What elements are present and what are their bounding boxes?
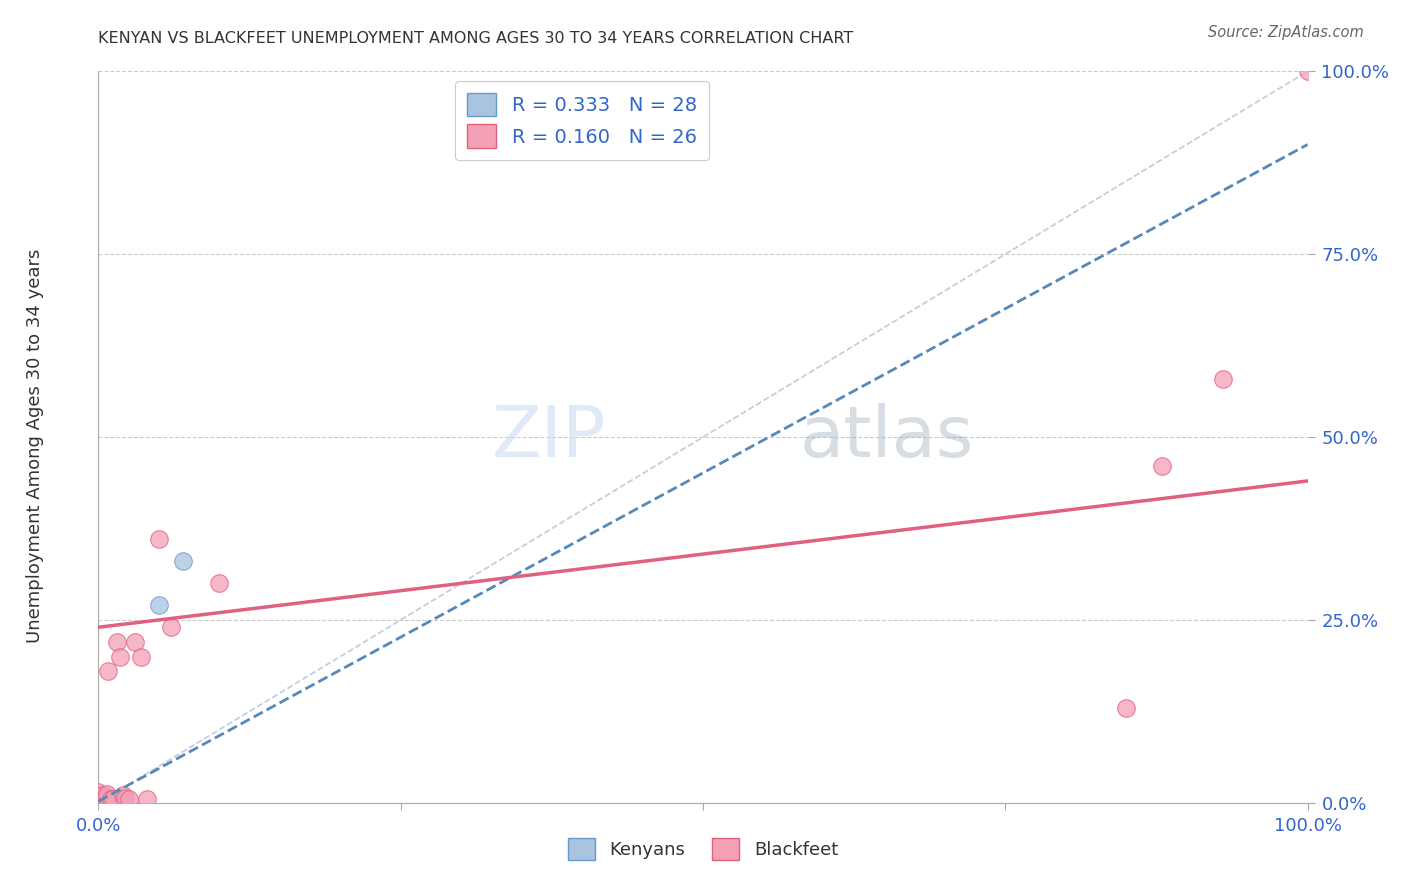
Point <box>87 796 110 810</box>
Point <box>91 796 114 810</box>
Point <box>93 794 115 808</box>
Point <box>91 794 114 808</box>
Point <box>108 649 131 664</box>
Text: atlas: atlas <box>800 402 974 472</box>
Point <box>124 635 146 649</box>
Point <box>100 792 122 806</box>
Point <box>101 792 124 806</box>
Point <box>111 794 134 808</box>
Point <box>96 787 118 801</box>
Point <box>114 790 136 805</box>
Point <box>108 792 131 806</box>
Point <box>87 794 110 808</box>
Text: Source: ZipAtlas.com: Source: ZipAtlas.com <box>1208 25 1364 40</box>
Point <box>87 785 110 799</box>
Point <box>96 794 118 808</box>
Point <box>105 794 128 808</box>
Point <box>100 794 122 808</box>
Point <box>94 789 117 804</box>
Point <box>87 791 110 805</box>
Point <box>87 794 110 808</box>
Point <box>87 792 110 806</box>
Point <box>1212 371 1234 385</box>
Point <box>148 599 170 613</box>
Point <box>93 792 115 806</box>
Point <box>87 789 110 804</box>
Point <box>87 789 110 804</box>
Point <box>135 792 157 806</box>
Text: KENYAN VS BLACKFEET UNEMPLOYMENT AMONG AGES 30 TO 34 YEARS CORRELATION CHART: KENYAN VS BLACKFEET UNEMPLOYMENT AMONG A… <box>98 31 853 46</box>
Point <box>87 789 110 803</box>
Point <box>87 796 110 810</box>
Point <box>129 649 152 664</box>
Point <box>93 792 115 806</box>
Point <box>97 664 120 678</box>
Point <box>105 635 128 649</box>
Point <box>1296 64 1319 78</box>
Point <box>1152 459 1174 474</box>
Point <box>100 792 122 806</box>
Point <box>87 796 110 810</box>
Legend: Kenyans, Blackfeet: Kenyans, Blackfeet <box>561 830 845 867</box>
Point <box>208 576 231 591</box>
Point <box>118 792 141 806</box>
Point <box>97 796 120 810</box>
Point <box>172 554 194 568</box>
Point <box>87 796 110 810</box>
Point <box>91 789 114 803</box>
Point <box>148 533 170 547</box>
Point <box>98 793 121 807</box>
Point <box>101 795 124 809</box>
Point <box>111 789 134 803</box>
Text: ZIP: ZIP <box>492 402 606 472</box>
Point <box>160 620 183 634</box>
Point <box>1115 700 1137 714</box>
Point <box>91 794 114 808</box>
Text: Unemployment Among Ages 30 to 34 years: Unemployment Among Ages 30 to 34 years <box>27 249 44 643</box>
Point <box>87 790 110 805</box>
Point <box>93 790 115 805</box>
Point <box>87 793 110 807</box>
Point <box>87 792 110 806</box>
